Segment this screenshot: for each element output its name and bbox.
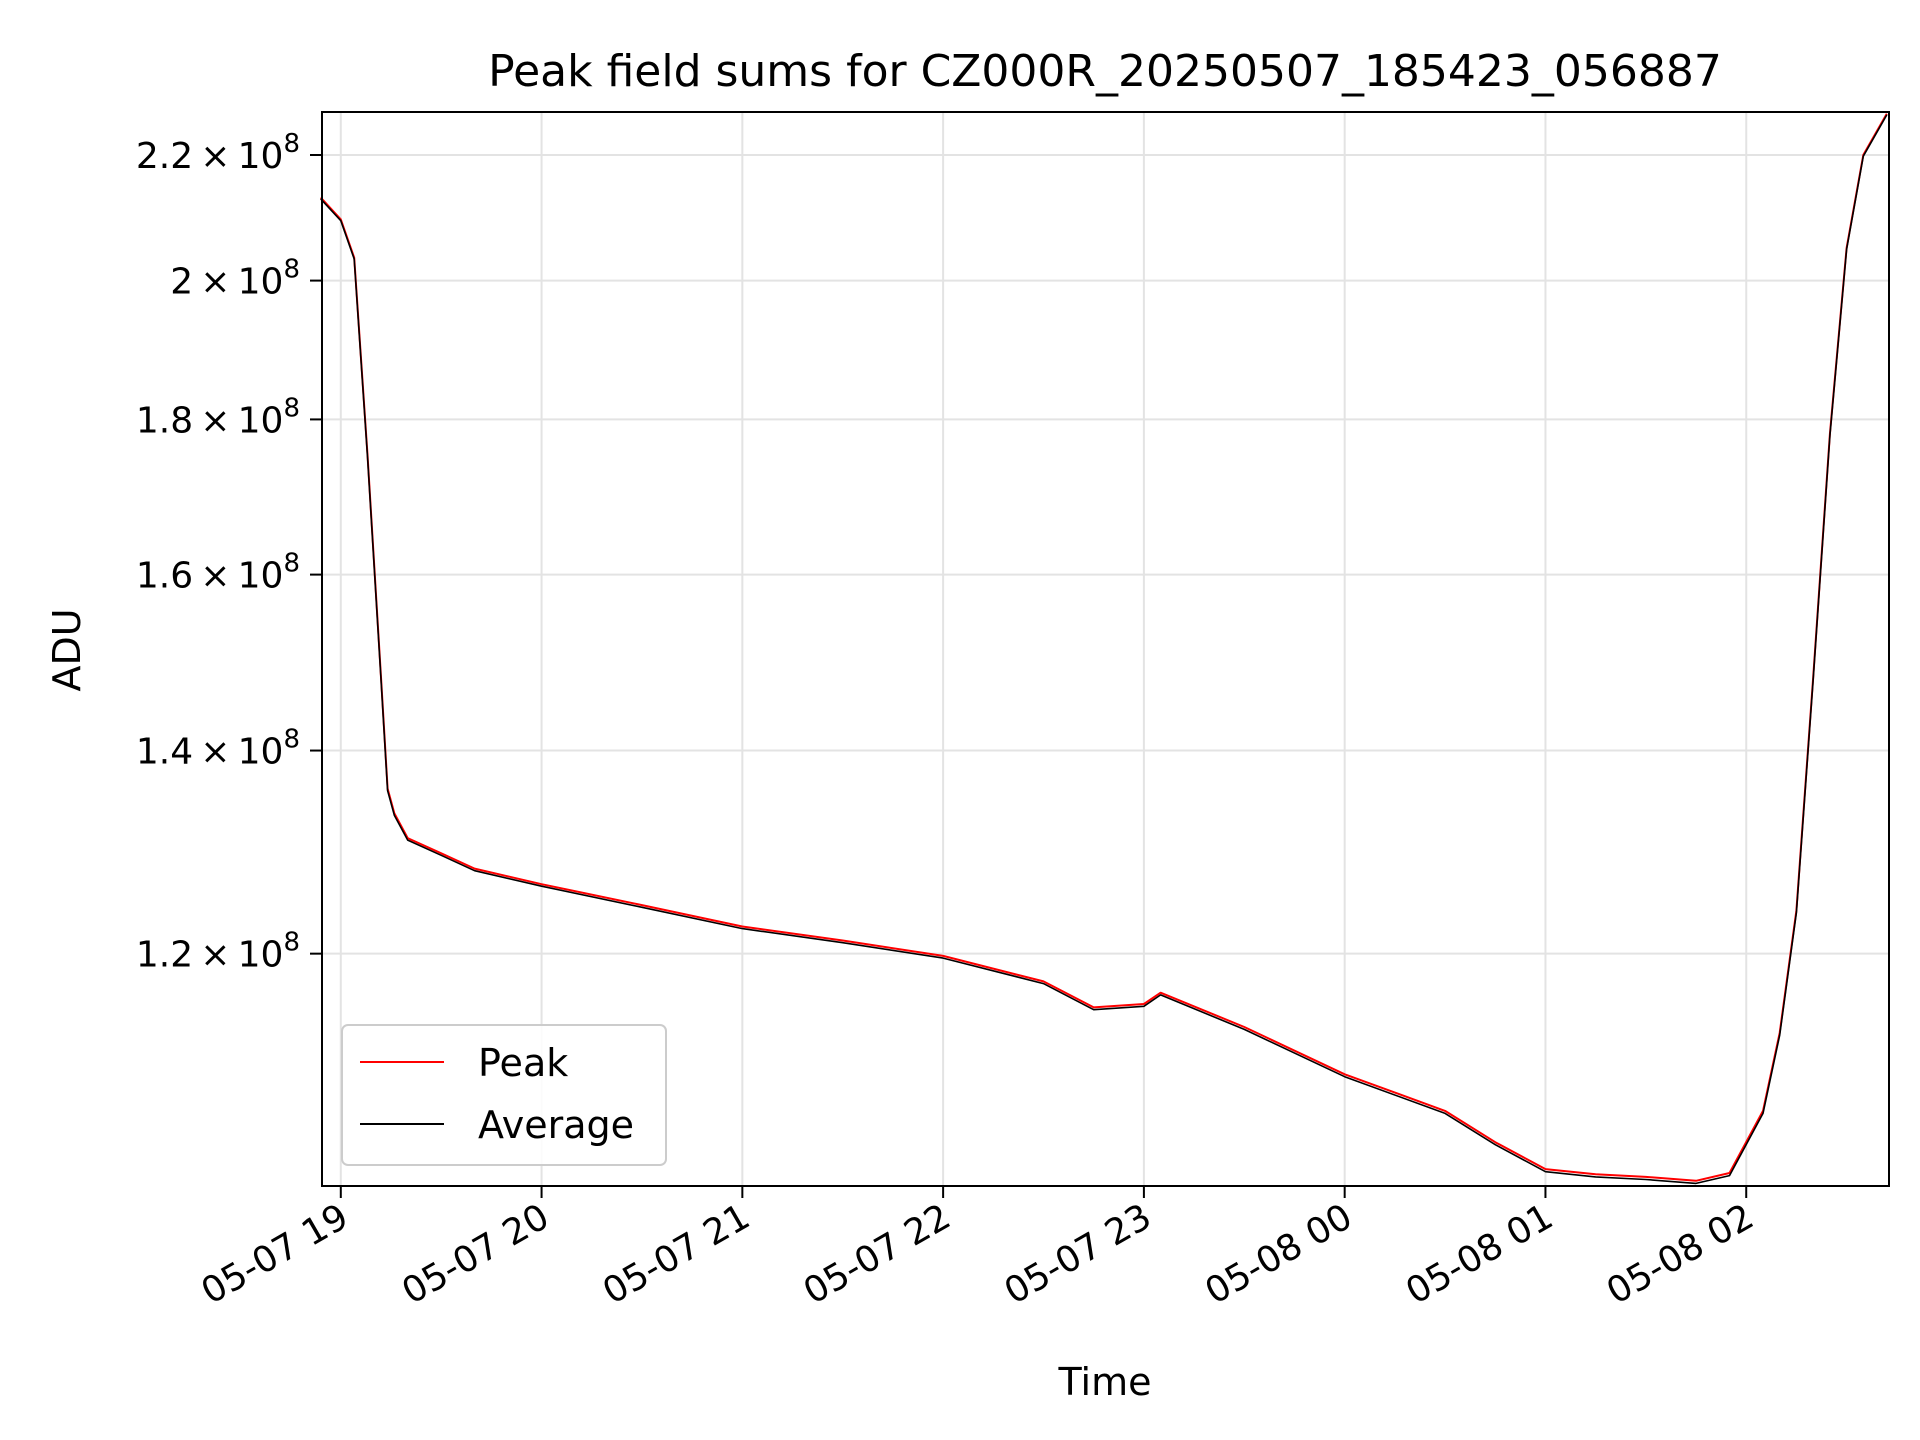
y-tick-label: 1.6 × 108 bbox=[136, 549, 300, 597]
y-axis: 1.2 × 108 1.4 × 108 1.6 × 108 1.8 × 108 2 × … bbox=[136, 129, 322, 976]
x-tick-label: 05-08 02 bbox=[1600, 1196, 1761, 1312]
legend: Peak Average bbox=[341, 1024, 667, 1166]
series-layer bbox=[319, 113, 1888, 1185]
y-axis-label: ADU bbox=[45, 608, 89, 691]
x-tick-label: 05-08 01 bbox=[1399, 1196, 1560, 1312]
series-line-peak bbox=[319, 113, 1888, 1182]
y-tick-label: 2.2 × 108 bbox=[136, 129, 300, 177]
x-tick-label: 05-07 22 bbox=[797, 1196, 958, 1312]
x-tick-label: 05-08 00 bbox=[1199, 1196, 1360, 1312]
y-tick-label: 2 × 108 bbox=[170, 255, 300, 303]
x-tick-label: 05-07 19 bbox=[195, 1196, 356, 1312]
y-tick-label: 1.8 × 108 bbox=[136, 393, 300, 441]
x-axis-label: Time bbox=[1058, 1360, 1152, 1404]
x-axis: 05-07 19 05-07 20 05-07 21 05-07 22 05-07 23… bbox=[195, 1186, 1761, 1313]
y-tick-label: 1.4 × 108 bbox=[136, 725, 300, 773]
x-tick-label: 05-07 20 bbox=[395, 1196, 556, 1312]
chart-title: Peak field sums for CZ000R_20250507_1854… bbox=[488, 46, 1722, 97]
x-tick-label: 05-07 23 bbox=[998, 1196, 1159, 1312]
series-line-average bbox=[320, 114, 1888, 1185]
grid-layer bbox=[322, 112, 1889, 1186]
legend-label-average: Average bbox=[478, 1103, 634, 1147]
y-tick-label: 1.2 × 108 bbox=[136, 928, 300, 976]
legend-frame bbox=[341, 1024, 667, 1166]
legend-label-peak: Peak bbox=[478, 1041, 568, 1085]
plot-frame bbox=[321, 111, 1890, 1187]
x-tick-label: 05-07 21 bbox=[596, 1196, 757, 1312]
